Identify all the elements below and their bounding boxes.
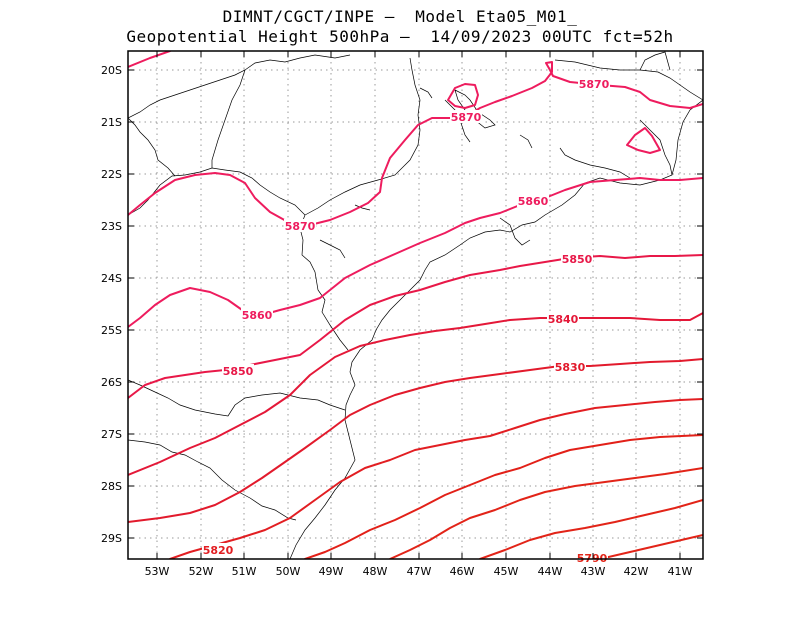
lat-tick-label: 20S xyxy=(101,64,122,77)
contour-label-5860: 5860 xyxy=(242,309,273,322)
chart-title-line2: Geopotential Height 500hPa – 14/09/2023 … xyxy=(126,27,674,46)
contour-label-5870: 5870 xyxy=(579,78,610,91)
contour-5850-line xyxy=(128,254,703,399)
contour-label-bg xyxy=(561,252,593,265)
coastline-and-borders xyxy=(128,51,703,559)
contour-5800-line xyxy=(389,467,703,559)
lat-tick-label: 21S xyxy=(101,116,122,129)
contour-5870-line xyxy=(128,51,171,68)
contour-label-bg xyxy=(578,77,610,90)
lat-tick-label: 28S xyxy=(101,480,122,493)
grid-lines xyxy=(128,51,703,559)
contour-label-bg xyxy=(517,194,549,207)
lat-tick-label: 29S xyxy=(101,532,122,545)
lon-tick-label: 53W xyxy=(145,565,170,578)
contour-label-bg xyxy=(284,219,316,232)
contour-5840-line xyxy=(128,312,703,476)
contour-label-5850: 5850 xyxy=(223,365,254,378)
lat-tick-label: 23S xyxy=(101,220,122,233)
lat-tick-label: 27S xyxy=(101,428,122,441)
contour-label-bg xyxy=(450,110,482,123)
lat-tick-label: 24S xyxy=(101,272,122,285)
lon-tick-label: 47W xyxy=(407,565,432,578)
plot-frame xyxy=(127,50,704,560)
contour-5870-line xyxy=(447,83,479,109)
contour-label-5830: 5830 xyxy=(555,361,586,374)
contour-label-bg xyxy=(222,364,254,377)
lat-tick-label: 26S xyxy=(101,376,122,389)
contour-5820-line xyxy=(169,398,703,559)
lat-tick-label: 25S xyxy=(101,324,122,337)
lon-tick-label: 49W xyxy=(319,565,344,578)
contour-label-5820: 5820 xyxy=(203,544,234,557)
axis-ticks xyxy=(128,51,703,559)
contour-5830-line xyxy=(128,358,703,523)
contour-label-5870: 5870 xyxy=(451,111,482,124)
lon-tick-label: 41W xyxy=(668,565,693,578)
contour-label-5840: 5840 xyxy=(548,313,579,326)
contour-5790-line xyxy=(479,499,703,559)
lon-tick-label: 52W xyxy=(189,565,214,578)
contour-5810-line xyxy=(304,434,703,559)
axis-tick-labels: 53W 52W 51W 50W 49W 48W 47W 46W 45W 44W 43W 42W 41W 2… xyxy=(101,64,693,578)
contour-label-bg xyxy=(576,551,608,564)
contour-5780-line xyxy=(599,534,703,559)
lon-tick-label: 44W xyxy=(538,565,563,578)
lon-tick-label: 43W xyxy=(581,565,606,578)
contour-label-5850: 5850 xyxy=(562,253,593,266)
contour-label-5870: 5870 xyxy=(285,220,316,233)
contour-label-bg xyxy=(241,308,273,321)
lon-tick-label: 42W xyxy=(624,565,649,578)
lon-tick-label: 51W xyxy=(232,565,257,578)
contour-label-bg xyxy=(554,360,586,373)
contour-label-bg xyxy=(202,543,234,556)
lat-tick-label: 22S xyxy=(101,168,122,181)
lon-tick-label: 46W xyxy=(450,565,475,578)
contour-label-bg xyxy=(547,312,579,325)
contour-5870-line xyxy=(626,127,661,154)
geopotential-contours xyxy=(128,51,703,559)
contour-label-5860: 5860 xyxy=(518,195,549,208)
contour-labels: 5870 5870 5870 5860 5860 5850 5850 5840 5830 5820… xyxy=(202,77,610,565)
lon-tick-label: 45W xyxy=(494,565,519,578)
lon-tick-label: 50W xyxy=(276,565,301,578)
chart-title-line1: DIMNT/CGCT/INPE – Model Eta05_M01_ xyxy=(222,7,578,26)
contour-5860-line xyxy=(128,177,703,328)
lon-tick-label: 48W xyxy=(363,565,388,578)
